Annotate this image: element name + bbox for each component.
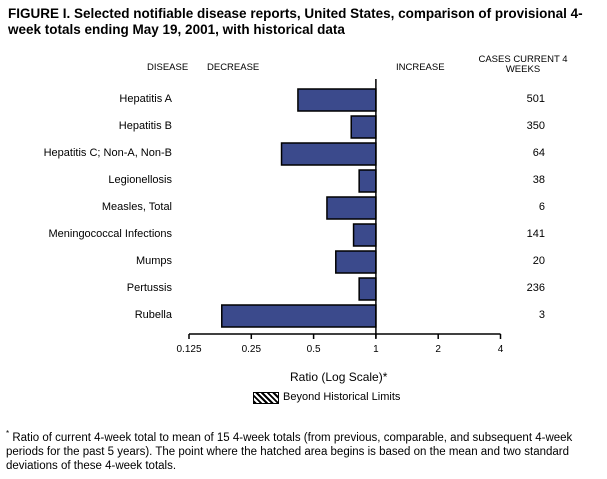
x-tick-label: 0.5 (306, 344, 321, 355)
category-label: Meningococcal Infections (48, 228, 172, 240)
bar (335, 250, 377, 274)
cases-value: 38 (532, 174, 545, 186)
x-tick-label: 0.125 (176, 344, 202, 355)
x-tick-label: 1 (373, 344, 379, 355)
cases-value: 501 (526, 93, 545, 105)
legend-swatch-hatched (253, 392, 279, 404)
chart-title: FIGURE I. Selected notifiable disease re… (8, 6, 583, 37)
x-tick-label: 2 (435, 344, 441, 355)
category-label: Hepatitis A (119, 93, 172, 105)
bar (358, 277, 377, 301)
cases-value: 64 (532, 147, 545, 159)
x-tick-label: 4 (497, 344, 504, 355)
cases-value: 350 (526, 120, 545, 132)
bar (297, 88, 377, 112)
bar (280, 142, 377, 166)
header-decrease: DECREASE (207, 62, 260, 73)
category-label: Pertussis (126, 282, 172, 294)
bar (326, 196, 377, 220)
category-label: Hepatitis C; Non-A, Non-B (43, 147, 172, 159)
category-label: Mumps (135, 255, 172, 267)
footnote: * Ratio of current 4-week total to mean … (6, 427, 601, 473)
footnote-marker: * (6, 429, 10, 438)
category-label: Measles, Total (101, 201, 172, 213)
bar (358, 169, 377, 193)
cases-value: 6 (538, 201, 545, 213)
header-increase: INCREASE (396, 62, 445, 73)
legend-label: Beyond Historical Limits (283, 391, 401, 403)
bar (221, 304, 377, 328)
cases-value: 3 (538, 309, 545, 321)
bar (352, 223, 377, 247)
x-tick-label: 0.25 (241, 344, 262, 355)
footnote-text: Ratio of current 4-week total to mean of… (6, 431, 573, 472)
category-label: Rubella (134, 309, 172, 321)
header-cases: CASES CURRENT 4 WEEKS (478, 54, 568, 75)
bar (350, 115, 377, 139)
cases-value: 141 (526, 228, 545, 240)
cases-value: 20 (532, 255, 545, 267)
header-disease: DISEASE (147, 62, 189, 73)
cases-value: 236 (526, 282, 545, 294)
category-label: Hepatitis B (118, 120, 172, 132)
category-label: Legionellosis (108, 174, 172, 186)
x-axis-label: Ratio (Log Scale)* (290, 370, 388, 384)
